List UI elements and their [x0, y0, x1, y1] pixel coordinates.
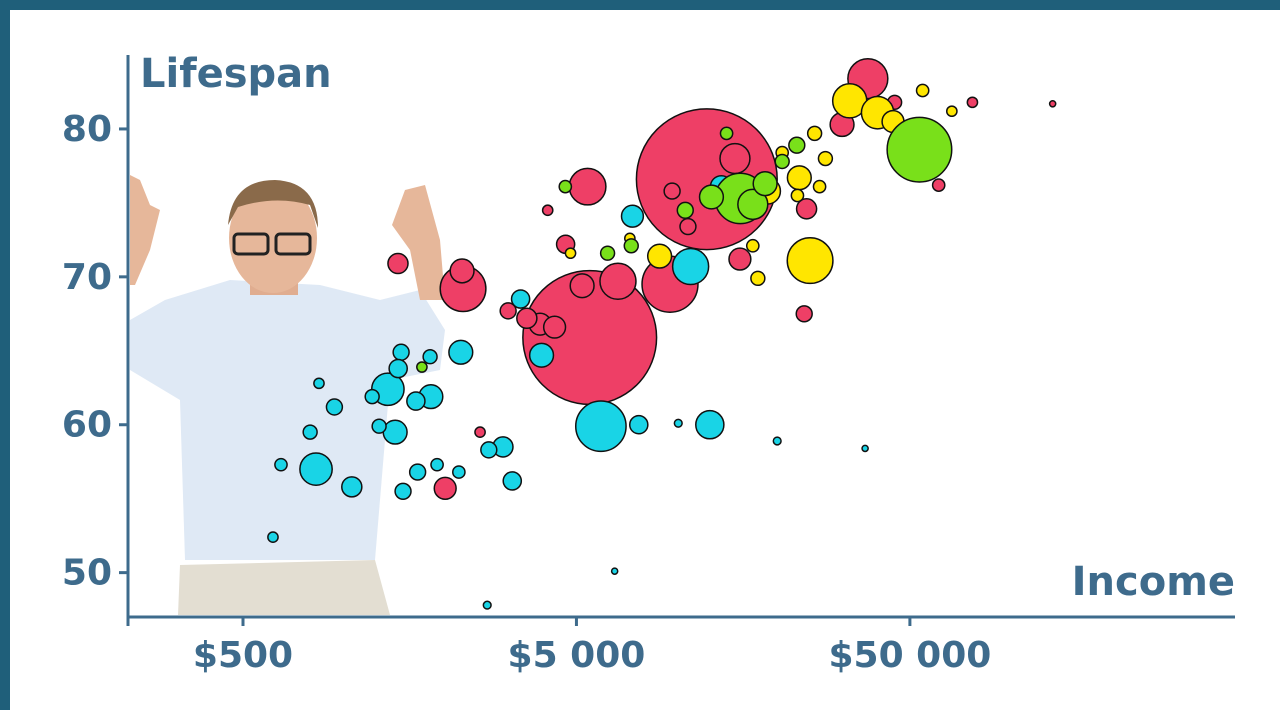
bubble: [303, 425, 317, 439]
bubble: [648, 244, 672, 268]
bubble: [576, 401, 626, 451]
bubble: [569, 168, 606, 205]
bubble: [747, 240, 759, 252]
bubble: [808, 126, 822, 140]
bubble: [791, 189, 803, 201]
x-tick-label: $500: [193, 635, 293, 676]
bubble: [967, 97, 977, 107]
chart: Lifespan Income 50 60 70 80 $500 $5 000 $50 00…: [0, 0, 1280, 710]
bubble: [720, 127, 732, 139]
bubble: [624, 239, 638, 253]
bubble: [393, 344, 409, 360]
bubble: [796, 306, 812, 322]
bubble: [700, 185, 724, 209]
bubble: [720, 144, 750, 174]
bubble: [887, 117, 952, 182]
x-tick-label: $50 000: [828, 635, 991, 676]
bubble: [862, 445, 868, 451]
bubble: [543, 205, 553, 215]
bubble: [410, 464, 426, 480]
bubble: [630, 416, 648, 434]
bubble: [544, 316, 566, 338]
bubble: [481, 442, 497, 458]
bubble: [407, 392, 425, 410]
bubble: [517, 308, 537, 328]
x-tick-label: $5 000: [508, 635, 646, 676]
y-tick-label: 60: [62, 405, 112, 446]
bubble: [787, 238, 833, 284]
bubble: [947, 106, 957, 116]
bubble: [775, 155, 789, 169]
bubble: [664, 183, 680, 199]
bubble: [434, 477, 456, 499]
frame-top: [0, 0, 1280, 10]
bubble: [450, 259, 474, 283]
bubble: [503, 472, 521, 490]
bubble: [559, 181, 571, 193]
bubble: [1050, 101, 1056, 107]
y-axis-label: Lifespan: [140, 51, 332, 97]
bubble: [275, 459, 287, 471]
bubble: [475, 427, 485, 437]
bubble: [696, 411, 724, 439]
y-tick-label: 50: [62, 553, 112, 594]
bubble: [789, 137, 805, 153]
bubble: [449, 340, 473, 364]
bubble: [570, 274, 594, 298]
bubble: [917, 84, 929, 96]
bubble: [365, 390, 379, 404]
bubble: [512, 290, 530, 308]
x-axis-label: Income: [1072, 559, 1235, 605]
bubble: [372, 419, 386, 433]
bubble: [622, 205, 644, 227]
bubble: [300, 453, 332, 485]
bubble: [314, 378, 324, 388]
bubble: [342, 477, 362, 497]
trousers: [178, 560, 390, 615]
bubble: [612, 568, 618, 574]
bubble: [680, 219, 696, 235]
bubble: [565, 248, 575, 258]
bubble: [268, 532, 278, 542]
y-tick-label: 80: [62, 109, 112, 150]
frame-left: [0, 0, 10, 710]
bubble: [600, 263, 636, 299]
bubble: [601, 246, 615, 260]
bubble: [751, 271, 765, 285]
bubble: [423, 350, 437, 364]
bubble: [818, 152, 832, 166]
bubble: [431, 459, 443, 471]
bubble: [417, 362, 427, 372]
bubble: [483, 601, 491, 609]
bubble: [753, 172, 777, 196]
bubble: [773, 437, 781, 445]
bubble: [383, 420, 407, 444]
bubble: [673, 248, 709, 284]
bubble: [813, 181, 825, 193]
bubble: [933, 179, 945, 191]
bubble: [388, 254, 408, 274]
bubble: [674, 419, 682, 427]
bubble: [677, 202, 693, 218]
bubble: [389, 359, 407, 377]
bubble: [530, 343, 554, 367]
bubble: [395, 483, 411, 499]
bubble: [453, 466, 465, 478]
y-tick-label: 70: [62, 257, 112, 298]
bubble: [729, 248, 751, 270]
bubble: [787, 166, 811, 190]
bubble: [326, 399, 342, 415]
